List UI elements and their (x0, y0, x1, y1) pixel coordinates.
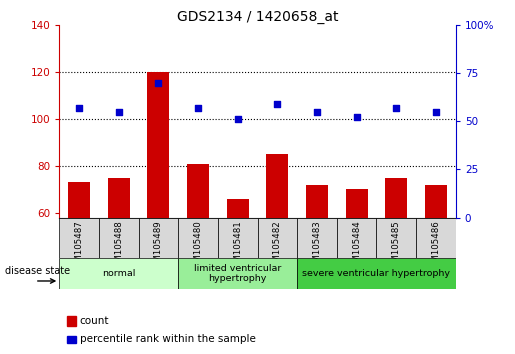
Point (313, 109, 321, 114)
Bar (108, 178, 130, 354)
Bar (218, 218, 258, 258)
Bar (187, 164, 209, 354)
Bar (178, 258, 297, 289)
Bar (297, 218, 337, 258)
Text: GSM105485: GSM105485 (392, 221, 401, 273)
Point (75, 105, 83, 110)
Text: disease state: disease state (5, 266, 70, 276)
Bar (59, 218, 99, 258)
Bar (147, 72, 169, 354)
Bar (425, 185, 447, 354)
Text: limited ventricular
hypertrophy: limited ventricular hypertrophy (194, 264, 281, 283)
Bar (346, 189, 368, 354)
Bar (337, 218, 376, 258)
Text: GSM105487: GSM105487 (75, 221, 83, 273)
Bar (258, 218, 297, 258)
Text: GSM105480: GSM105480 (194, 221, 202, 273)
Point (432, 109, 440, 114)
Point (194, 105, 202, 110)
Text: severe ventricular hypertrophy: severe ventricular hypertrophy (302, 269, 451, 278)
Bar (68, 182, 90, 354)
Text: GSM105483: GSM105483 (313, 221, 321, 273)
Text: GSM105488: GSM105488 (114, 221, 123, 273)
Bar (416, 218, 456, 258)
Text: GSM105486: GSM105486 (432, 221, 440, 273)
Bar (385, 178, 407, 354)
Bar (266, 154, 288, 354)
Bar (227, 199, 249, 354)
Text: GSM105482: GSM105482 (273, 221, 282, 273)
Text: normal: normal (102, 269, 135, 278)
Point (114, 109, 123, 114)
Point (352, 115, 360, 120)
Bar (376, 218, 416, 258)
Bar (67, 336, 76, 343)
Text: percentile rank within the sample: percentile rank within the sample (80, 335, 256, 344)
Bar (59, 258, 178, 289)
Point (273, 101, 281, 107)
Bar (139, 218, 178, 258)
Text: GSM105484: GSM105484 (352, 221, 361, 273)
Bar (99, 218, 139, 258)
Text: GSM105481: GSM105481 (233, 221, 242, 273)
Point (233, 116, 242, 122)
Point (154, 80, 162, 85)
Point (392, 105, 401, 110)
Text: count: count (80, 316, 109, 326)
Bar (178, 218, 218, 258)
Bar (297, 258, 456, 289)
Bar (67, 316, 76, 326)
Bar (306, 185, 328, 354)
Text: GSM105489: GSM105489 (154, 221, 163, 273)
Title: GDS2134 / 1420658_at: GDS2134 / 1420658_at (177, 10, 338, 24)
